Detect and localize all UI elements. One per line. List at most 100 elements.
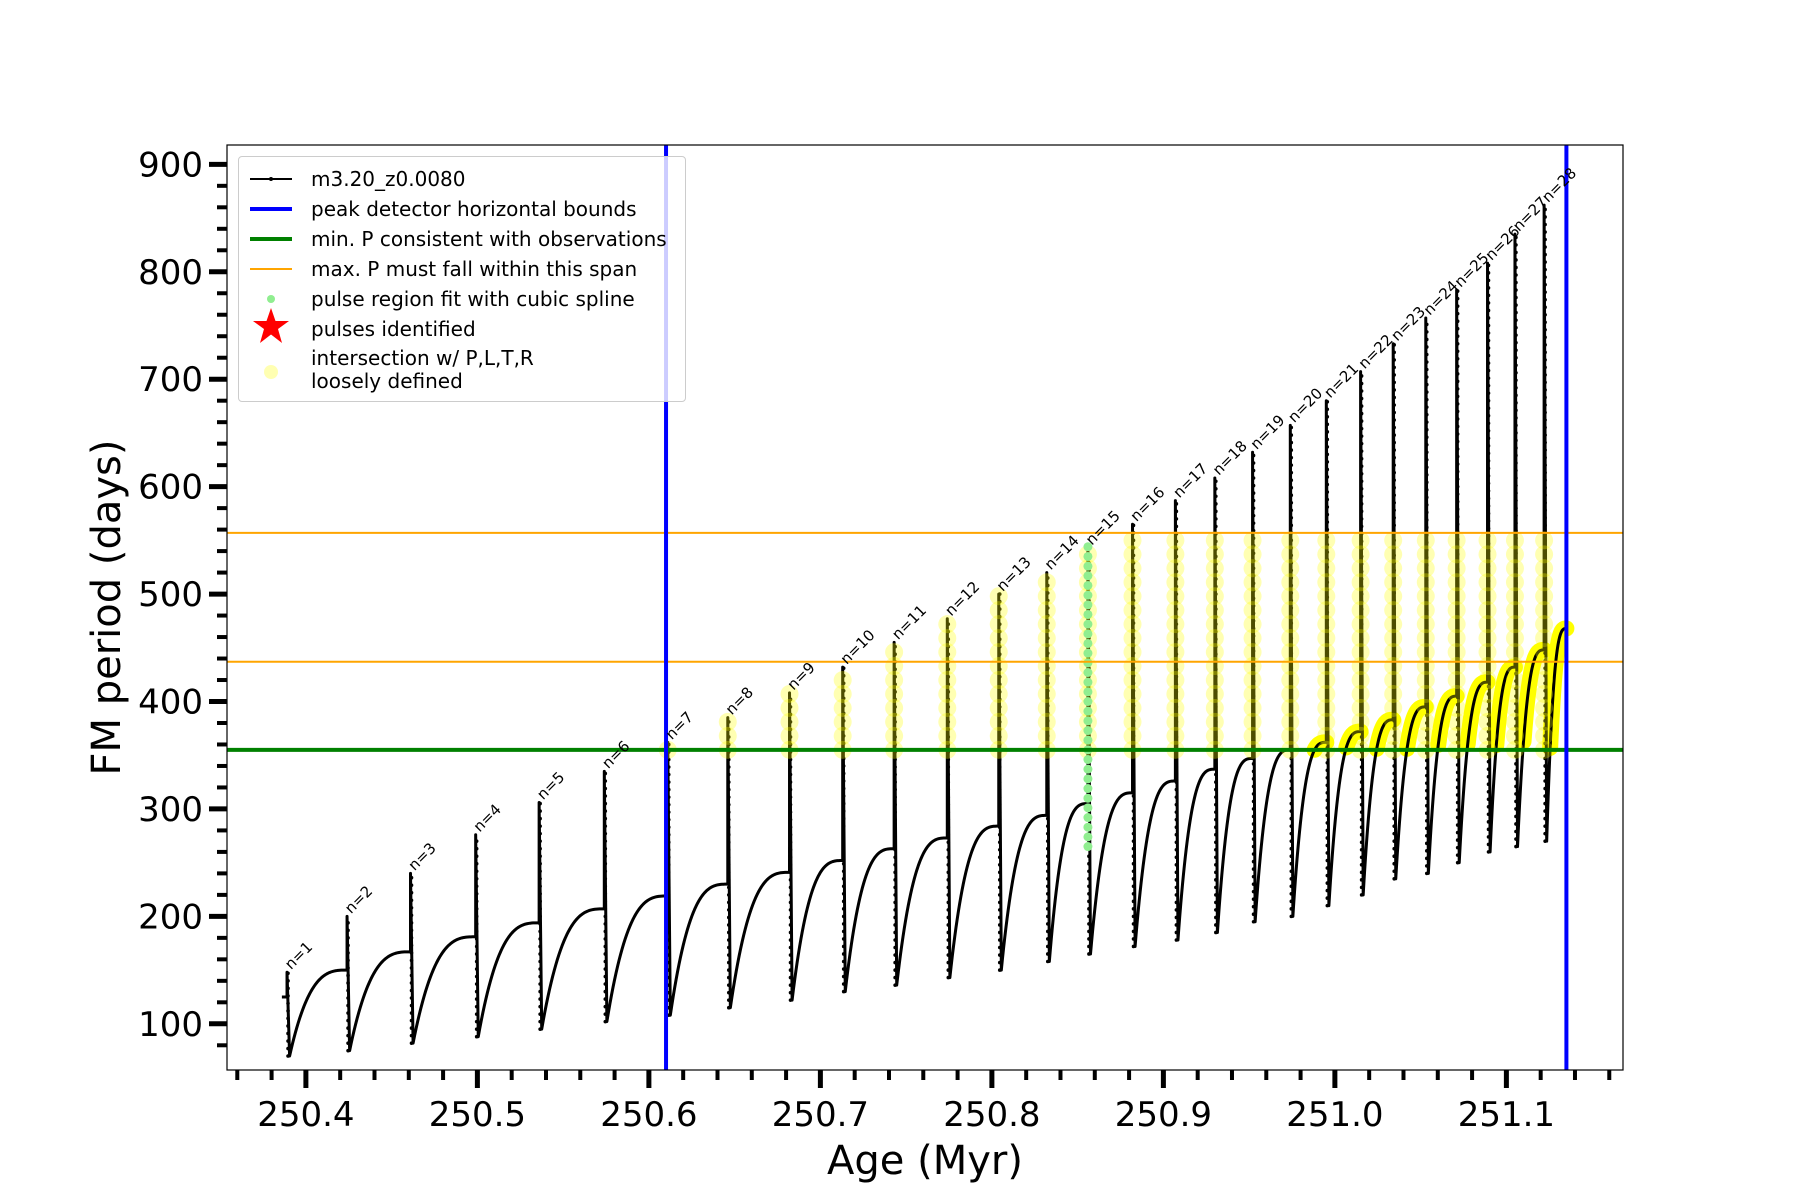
intersection-point: [1505, 531, 1524, 550]
track-marker: [474, 959, 479, 964]
track-marker: [946, 727, 951, 732]
track-marker: [1486, 271, 1491, 275]
track-marker: [1543, 523, 1547, 528]
track-marker: [1289, 628, 1294, 633]
track-marker: [538, 892, 542, 896]
x-tick-label: 250.9: [1115, 1095, 1212, 1135]
track-marker: [1392, 380, 1396, 385]
intersection-point: [1505, 587, 1524, 606]
intersection-point: [1281, 573, 1300, 592]
legend-label: m3.20_z0.0080: [311, 166, 466, 191]
intersection-point: [1384, 629, 1403, 648]
track-marker: [1424, 871, 1429, 876]
track-marker: [603, 937, 608, 941]
track-marker: [538, 922, 542, 926]
track-marker: [1392, 673, 1396, 678]
track-marker: [1543, 478, 1547, 482]
track-marker: [1045, 952, 1050, 956]
track-marker: [1087, 952, 1091, 956]
track-marker: [1486, 782, 1491, 787]
intersection-point: [1505, 559, 1524, 578]
track-marker: [1455, 815, 1460, 820]
track-marker: [841, 771, 846, 776]
track-marker: [1514, 370, 1518, 375]
track-marker: [1424, 811, 1429, 816]
y-tick-label: 200: [138, 897, 203, 937]
track-marker: [1131, 816, 1136, 821]
intersection-point: [1447, 712, 1466, 731]
track-marker: [841, 989, 846, 994]
track-marker: [1174, 637, 1179, 641]
intersection-point: [1317, 587, 1336, 606]
track-marker: [1486, 639, 1491, 644]
track-marker: [1174, 509, 1179, 514]
track-marker: [1455, 612, 1460, 617]
track-marker: [1392, 606, 1396, 610]
track-marker: [1214, 622, 1218, 626]
track-marker: [1455, 379, 1460, 384]
track-marker: [1543, 327, 1547, 332]
track-marker: [1359, 599, 1364, 604]
track-marker: [1543, 440, 1547, 445]
track-marker: [1359, 772, 1364, 777]
legend-line-green-icon: [239, 225, 303, 253]
track-marker: [1325, 881, 1330, 885]
track-marker: [726, 795, 731, 799]
track-marker: [1486, 752, 1491, 756]
track-marker: [1486, 759, 1491, 764]
y-axis-label: FM period (days): [84, 440, 130, 776]
track-marker: [1392, 809, 1396, 813]
track-marker: [1514, 265, 1518, 270]
track-marker: [1289, 666, 1294, 670]
legend-item-min-p: min. P consistent with observations: [239, 225, 667, 253]
track-marker: [1514, 543, 1518, 548]
track-marker: [1543, 222, 1547, 227]
track-marker: [1514, 461, 1518, 465]
track-marker: [1325, 753, 1330, 758]
track-marker: [1455, 785, 1460, 790]
track-marker: [1514, 423, 1518, 428]
track-marker: [1251, 889, 1256, 894]
track-marker: [1289, 809, 1294, 813]
track-marker: [1424, 510, 1429, 515]
track-marker: [1325, 467, 1330, 472]
track-marker: [1174, 674, 1179, 679]
track-marker: [1486, 323, 1491, 328]
legend-line-orange-icon: [239, 255, 303, 283]
track-marker: [1131, 553, 1136, 558]
track-marker: [1289, 523, 1294, 528]
track-marker: [1392, 448, 1396, 452]
track-marker: [1325, 550, 1330, 554]
x-tick-label: 250.5: [429, 1095, 526, 1135]
intersection-point: [989, 712, 1008, 731]
intersection-point: [1535, 684, 1554, 703]
track-marker: [1543, 260, 1547, 264]
track-marker: [1174, 847, 1179, 852]
track-marker: [1486, 413, 1491, 418]
track-marker: [1359, 697, 1364, 702]
track-marker: [409, 1033, 414, 1038]
track-marker: [1289, 546, 1294, 550]
track-marker: [1214, 855, 1218, 860]
track-marker: [1543, 546, 1547, 550]
track-marker: [538, 982, 542, 986]
spline-fit-point: [1083, 619, 1093, 629]
track-marker: [1392, 561, 1396, 565]
track-marker: [997, 960, 1002, 965]
track-marker: [1174, 742, 1179, 747]
spline-fit-point: [1083, 667, 1093, 677]
track-marker: [538, 816, 542, 821]
track-marker: [1455, 499, 1460, 504]
track-marker: [1251, 641, 1256, 646]
track-marker: [726, 757, 731, 762]
track-marker: [997, 607, 1002, 611]
track-marker: [946, 780, 951, 784]
track-marker: [1455, 477, 1460, 481]
track-marker: [346, 1033, 350, 1038]
track-marker: [1455, 432, 1460, 436]
track-marker: [1514, 724, 1518, 729]
track-marker: [1359, 825, 1364, 830]
track-marker: [1045, 959, 1050, 964]
track-marker: [1174, 840, 1179, 845]
track-marker: [1392, 388, 1396, 392]
